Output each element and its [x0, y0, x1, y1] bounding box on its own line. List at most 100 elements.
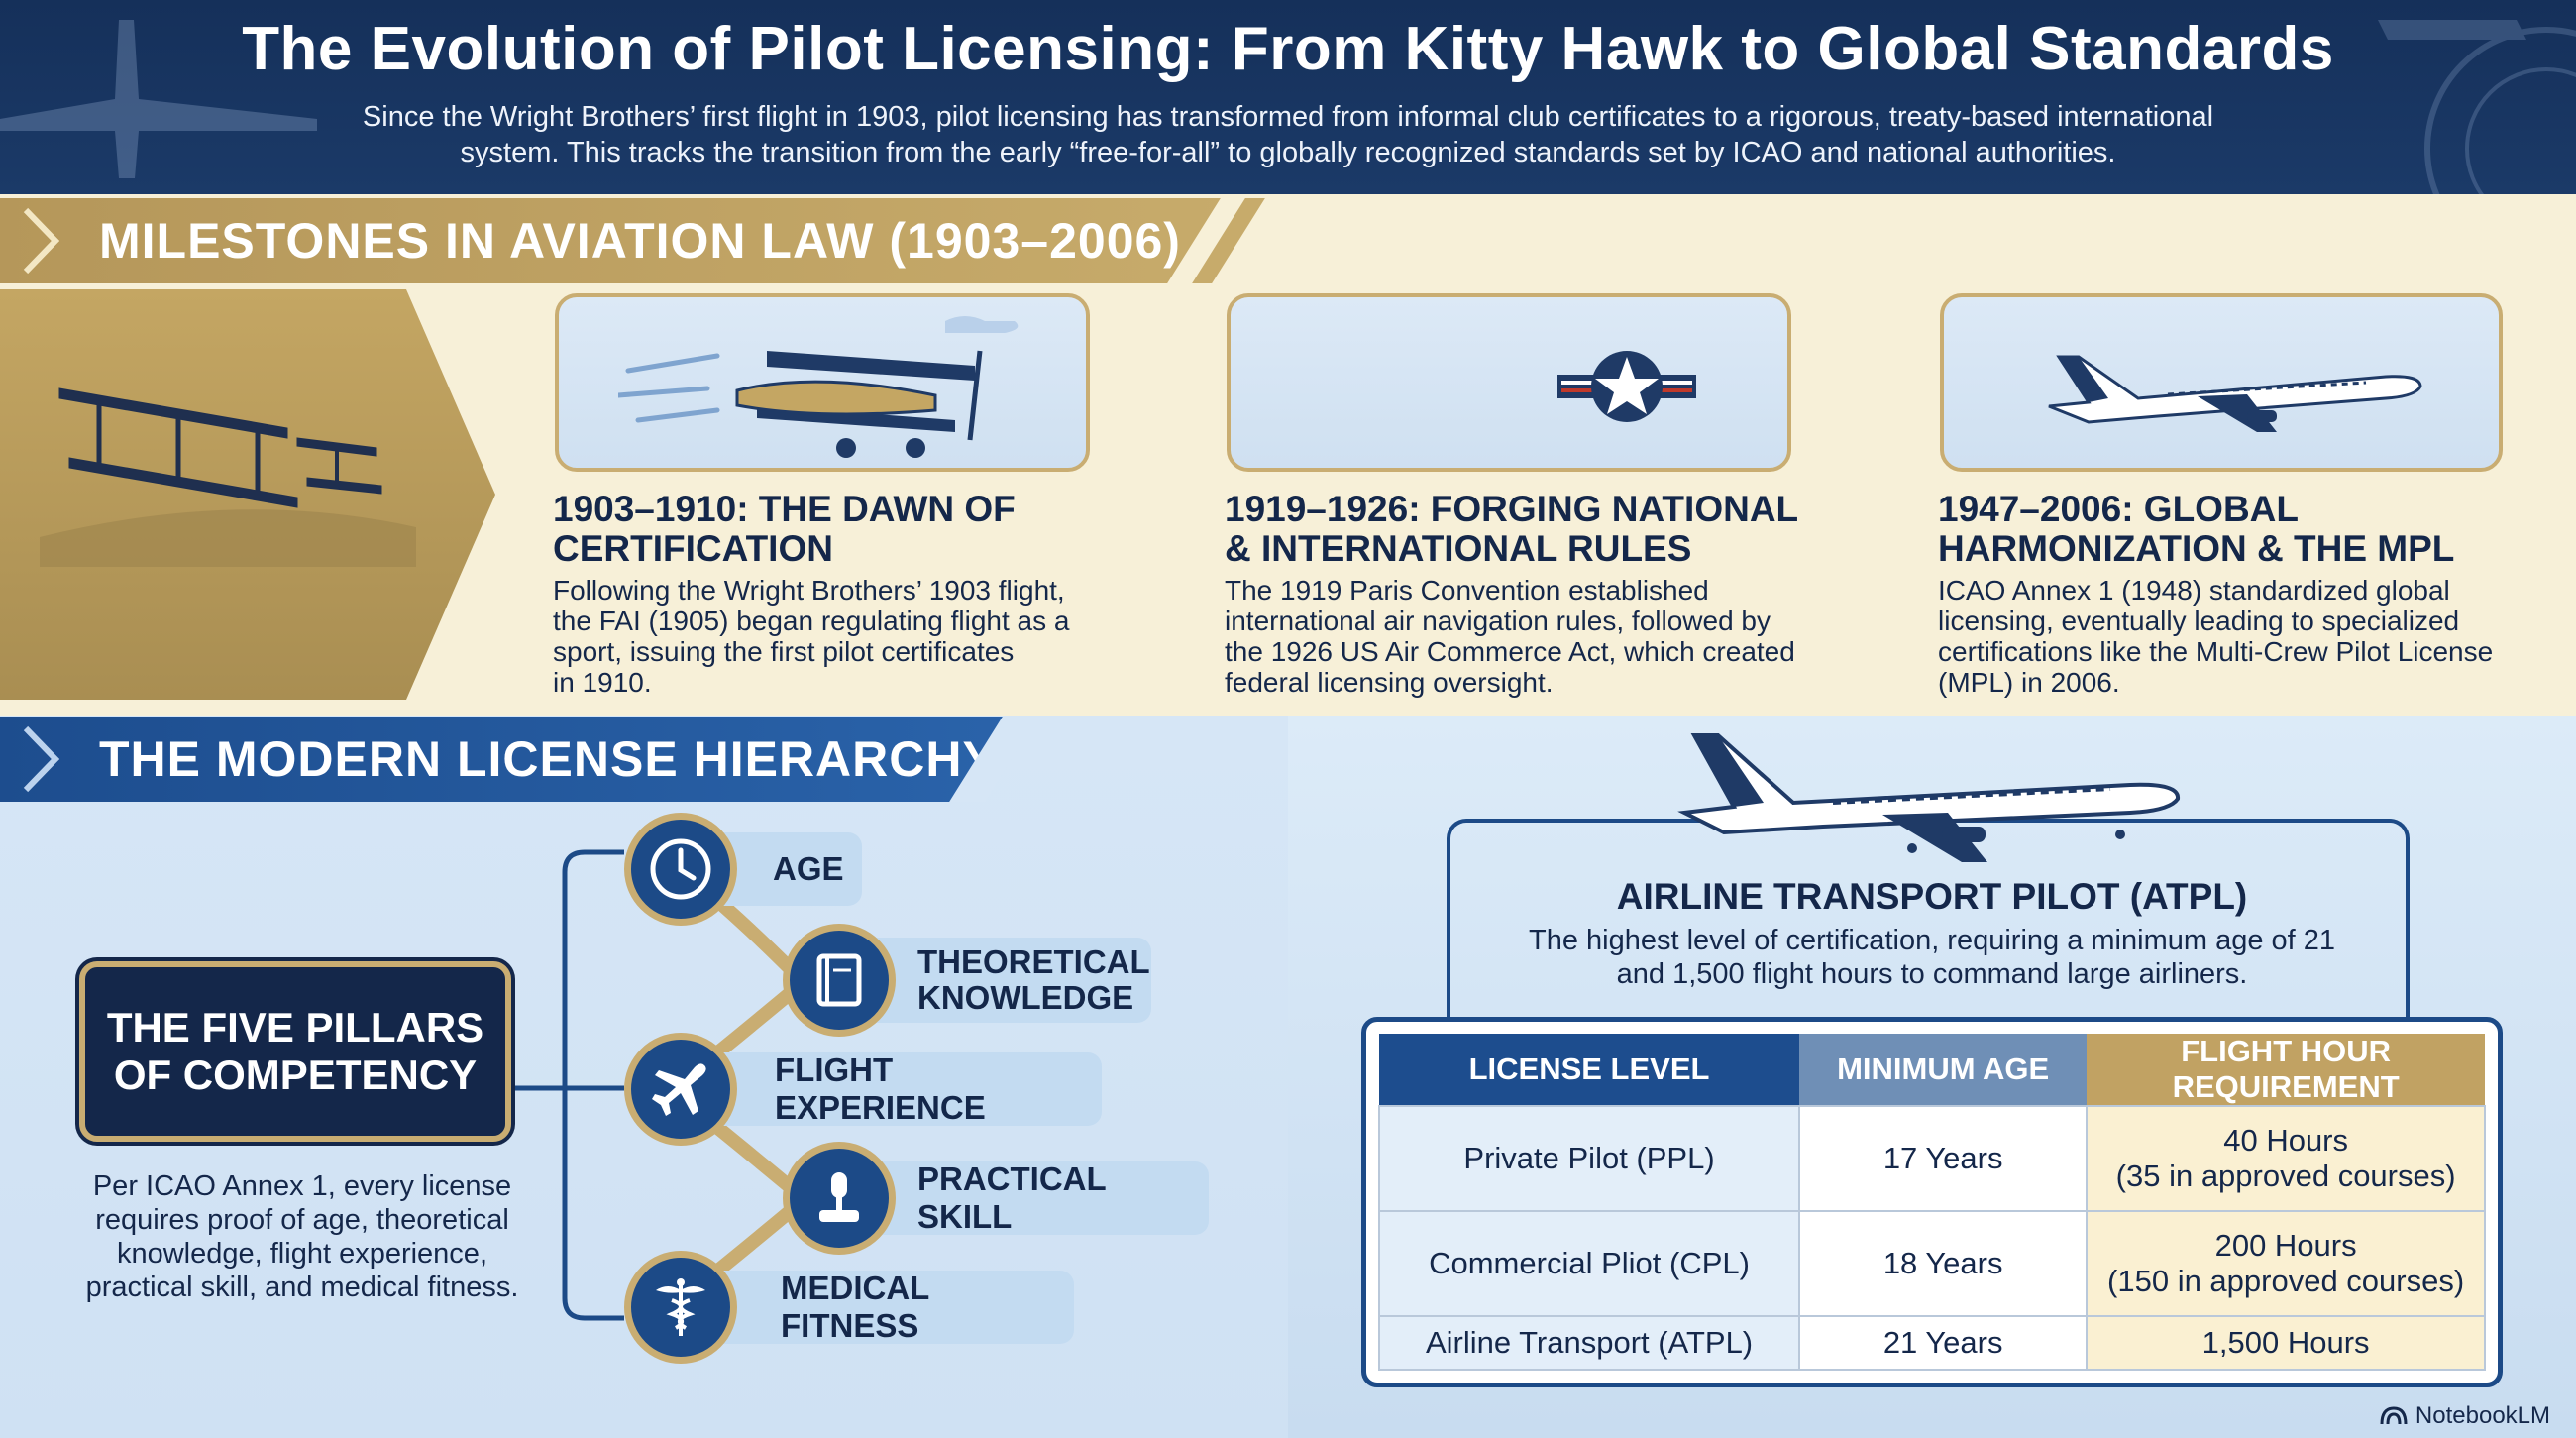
- column-header: MINIMUM AGE: [1799, 1034, 2088, 1106]
- milestone-body: Following the Wright Brothers’ 1903 flig…: [553, 575, 1108, 698]
- pillars-title-line: OF COMPETENCY: [113, 1051, 478, 1098]
- milestones-ribbon: MILESTONES IN AVIATION LAW (1903–2006): [0, 198, 1238, 283]
- milestone-card-1947: [1940, 293, 2503, 472]
- table-cell: 40 Hours (35 in approved courses): [2086, 1105, 2486, 1212]
- clock-icon: [650, 838, 711, 900]
- pillar-label: THEORETICAL: [917, 943, 1150, 980]
- heading-line: HARMONIZATION & THE MPL: [1938, 528, 2455, 569]
- pillar-label: FLIGHT EXPERIENCE: [775, 1051, 986, 1126]
- body-line: certifications like the Multi-Crew Pilot…: [1938, 636, 2494, 667]
- chevron-right-icon: [23, 725, 60, 793]
- page-subtitle: Since the Wright Brothers’ first flight …: [317, 99, 2259, 170]
- pillar-flight-badge: [624, 1033, 737, 1146]
- license-table: LICENSE LEVEL MINIMUM AGE FLIGHT HOUR RE…: [1377, 1034, 2486, 1372]
- cell-line: (150 in approved courses): [2107, 1263, 2465, 1298]
- table-cell: 200 Hours (150 in approved courses): [2086, 1209, 2486, 1317]
- compass-decoration-icon: [2378, 20, 2576, 194]
- heading-line: 1919–1926: FORGING NATIONAL: [1225, 489, 1799, 529]
- body-line: the 1926 US Air Commerce Act, which crea…: [1225, 636, 1795, 667]
- desc-line: knowledge, flight experience,: [116, 1238, 487, 1270]
- pillar-flight-experience: FLIGHT EXPERIENCE: [694, 1051, 1102, 1126]
- pillar-skill-badge: [783, 1142, 896, 1255]
- cell-line: 40 Hours: [2223, 1122, 2349, 1158]
- pillar-medical-badge: [624, 1251, 737, 1364]
- hierarchy-section-title: THE MODERN LICENSE HIERARCHY: [99, 731, 997, 787]
- airplane-icon: [652, 1063, 706, 1116]
- table-cell: Commercial Pliot (CPL): [1377, 1209, 1801, 1317]
- table-row: Private Pilot (PPL) 17 Years 40 Hours (3…: [1377, 1105, 2486, 1212]
- body-line: international air navigation rules, foll…: [1225, 606, 1771, 636]
- milestone-heading: 1947–2006: GLOBAL HARMONIZATION & THE MP…: [1938, 490, 2532, 569]
- subtitle-line: Since the Wright Brothers’ first flight …: [362, 101, 2214, 133]
- desc-line: Per ICAO Annex 1, every license: [92, 1170, 512, 1202]
- star-roundel-icon: [1557, 351, 1696, 422]
- body-line: in 1910.: [553, 667, 652, 698]
- brand-label: NotebookLM: [2415, 1402, 2550, 1429]
- table-row: Commercial Pliot (CPL) 18 Years 200 Hour…: [1377, 1209, 2486, 1317]
- milestone-body: ICAO Annex 1 (1948) standardized global …: [1938, 575, 2532, 698]
- body-line: Following the Wright Brothers’ 1903 flig…: [553, 575, 1065, 606]
- pillar-label: MEDICAL FITNESS: [781, 1270, 929, 1344]
- cell-line: 1,500 Hours: [2201, 1324, 2370, 1360]
- joystick-icon: [819, 1172, 859, 1222]
- five-pillars-box: THE FIVE PILLARS OF COMPETENCY: [79, 961, 511, 1142]
- wright-flyer-icon: [40, 387, 416, 567]
- pillar-label: PRACTICAL SKILL: [917, 1161, 1107, 1235]
- table-cell: 18 Years: [1798, 1209, 2089, 1317]
- body-line: licensing, eventually leading to special…: [1938, 606, 2460, 636]
- chevron-right-icon: [23, 207, 60, 275]
- desc-line: requires proof of age, theoretical: [95, 1204, 509, 1236]
- desc-line: The highest level of certification, requ…: [1528, 925, 2336, 956]
- body-line: (MPL) in 2006.: [1938, 667, 2120, 698]
- column-header: LICENSE LEVEL: [1379, 1034, 1800, 1106]
- table-cell: Airline Transport (ATPL): [1377, 1314, 1801, 1372]
- milestone-card-1903: [555, 293, 1090, 472]
- body-line: sport, issuing the first pilot certifica…: [553, 636, 1015, 667]
- pillar-medical-fitness: MEDICAL FITNESS: [694, 1270, 1074, 1344]
- desc-line: and 1,500 flight hours to command large …: [1616, 958, 2248, 990]
- pillars-description: Per ICAO Annex 1, every license requires…: [69, 1169, 535, 1304]
- body-line: the FAI (1905) began regulating flight a…: [553, 606, 1070, 636]
- cell-line: (35 in approved courses): [2115, 1158, 2456, 1193]
- table-cell: 21 Years: [1798, 1314, 2089, 1372]
- subtitle-line: system. This tracks the transition from …: [460, 137, 2116, 168]
- heading-line: 1903–1910: THE DAWN OF: [553, 489, 1016, 529]
- wright-flyer-panel: [0, 289, 495, 700]
- body-line: The 1919 Paris Convention established: [1225, 575, 1709, 606]
- pillar-age-badge: [624, 813, 737, 926]
- milestone-body: The 1919 Paris Convention established in…: [1225, 575, 1839, 698]
- heading-line: 1947–2006: GLOBAL: [1938, 489, 2300, 529]
- pillars-title-line: THE FIVE PILLARS: [106, 1004, 484, 1051]
- column-header: FLIGHT HOUR REQUIREMENT: [2087, 1034, 2485, 1106]
- body-line: ICAO Annex 1 (1948) standardized global: [1938, 575, 2450, 606]
- heading-line: & INTERNATIONAL RULES: [1225, 528, 1692, 569]
- pillar-label: KNOWLEDGE: [917, 979, 1134, 1016]
- cell-line: 200 Hours: [2214, 1227, 2357, 1263]
- pillar-label: AGE: [773, 850, 844, 887]
- atpl-title: AIRLINE TRANSPORT PILOT (ATPL): [1616, 876, 2248, 917]
- milestone-card-1919: [1227, 293, 1791, 472]
- pillar-knowledge-badge: [783, 924, 896, 1037]
- heading-line: CERTIFICATION: [553, 528, 833, 569]
- table-cell: 1,500 Hours: [2086, 1314, 2486, 1372]
- hierarchy-ribbon: THE MODERN LICENSE HIERARCHY: [0, 717, 1020, 802]
- atpl-description: The highest level of certification, requ…: [1447, 924, 2417, 991]
- desc-line: practical skill, and medical fitness.: [85, 1272, 519, 1303]
- milestone-heading: 1903–1910: THE DAWN OF CERTIFICATION: [553, 490, 1108, 569]
- table-row: Airline Transport (ATPL) 21 Years 1,500 …: [1377, 1314, 2486, 1372]
- milestones-section-title: MILESTONES IN AVIATION LAW (1903–2006): [99, 213, 1181, 269]
- header-banner: The Evolution of Pilot Licensing: From K…: [0, 0, 2576, 194]
- airliner-icon: [1677, 733, 2180, 862]
- jetliner-icon: [2048, 355, 2422, 432]
- table-header-row: LICENSE LEVEL MINIMUM AGE FLIGHT HOUR RE…: [1379, 1034, 2485, 1106]
- biplane-icon: [618, 316, 1019, 458]
- milestone-heading: 1919–1926: FORGING NATIONAL & INTERNATIO…: [1225, 490, 1839, 569]
- license-table-card: LICENSE LEVEL MINIMUM AGE FLIGHT HOUR RE…: [1361, 1017, 2503, 1387]
- table-cell: 17 Years: [1798, 1105, 2089, 1212]
- brand-mark: NotebookLM: [2380, 1402, 2550, 1430]
- table-cell: Private Pilot (PPL): [1377, 1105, 1801, 1212]
- book-icon: [816, 953, 862, 1007]
- notebooklm-logo-icon: [2380, 1406, 2408, 1425]
- body-line: federal licensing oversight.: [1225, 667, 1554, 698]
- caduceus-icon: [656, 1278, 705, 1336]
